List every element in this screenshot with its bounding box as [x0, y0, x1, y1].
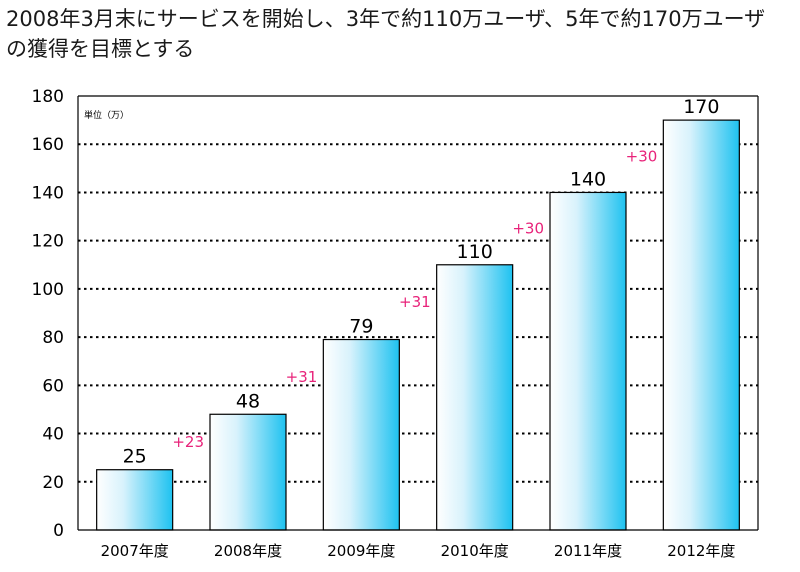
y-tick-label: 0	[53, 521, 64, 541]
bars	[96, 119, 740, 531]
y-tick-label: 40	[42, 425, 64, 445]
y-tick-label: 160	[32, 135, 64, 155]
y-tick-label: 60	[42, 376, 64, 396]
bar	[436, 264, 514, 531]
delta-label: +30	[626, 147, 658, 165]
x-tick-label: 2009年度	[327, 542, 395, 560]
y-tick-label: 80	[42, 328, 64, 348]
x-tick-label: 2012年度	[667, 542, 735, 560]
value-label: 110	[457, 241, 493, 263]
chart-title: 2008年3月末にサービスを開始し、3年で約110万ユーザ、5年で約170万ユー…	[6, 7, 766, 61]
bar	[549, 191, 627, 531]
x-tick-label: 2011年度	[554, 542, 622, 560]
delta-label: +31	[286, 368, 318, 386]
y-tick-label: 20	[42, 473, 64, 493]
bar	[322, 338, 400, 531]
delta-label: +23	[172, 433, 204, 451]
value-label: 79	[349, 316, 373, 338]
y-tick-label: 140	[32, 183, 64, 203]
x-tick-label: 2007年度	[101, 542, 169, 560]
axes	[77, 95, 759, 531]
x-tick-label: 2008年度	[214, 542, 282, 560]
value-label: 170	[683, 96, 719, 118]
delta-label: +31	[399, 293, 431, 311]
delta-label: +30	[512, 220, 544, 238]
x-tick-label: 2010年度	[441, 542, 509, 560]
bar	[96, 469, 174, 531]
unit-label: 単位（万）	[84, 109, 129, 121]
value-label: 140	[570, 168, 606, 190]
bar	[209, 413, 287, 531]
labels: 0 20 40 60 80 100 120 140 160 180 25 2007年度 48 +23 200…	[32, 87, 736, 560]
y-tick-label: 120	[32, 232, 64, 252]
value-label: 48	[236, 390, 260, 412]
bar	[662, 119, 740, 531]
y-tick-label: 100	[32, 280, 64, 300]
grid-lines	[78, 143, 758, 483]
y-tick-label: 180	[32, 87, 64, 107]
value-label: 25	[123, 446, 147, 468]
